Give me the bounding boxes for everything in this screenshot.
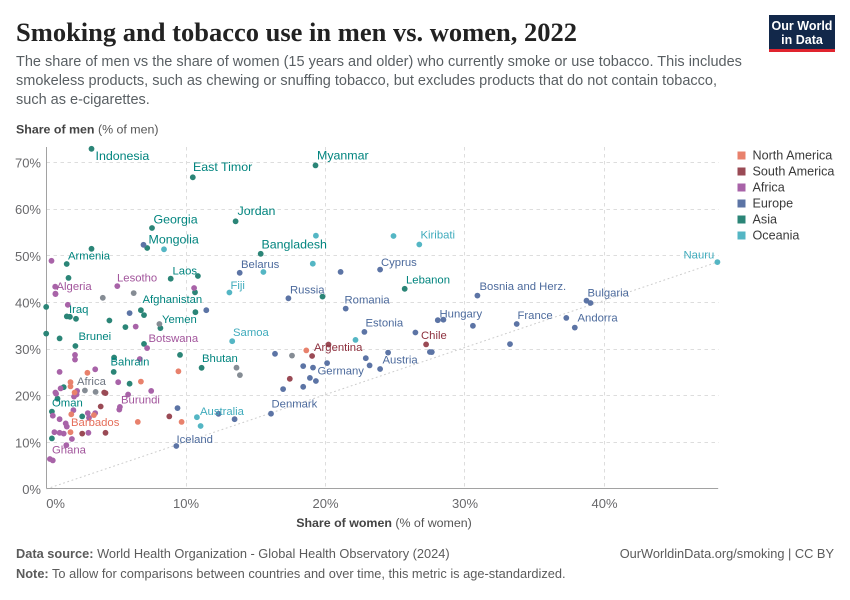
svg-text:Smoking and tobacco use in men: Smoking and tobacco use in men vs. women… xyxy=(16,17,577,47)
svg-text:Afghanistan: Afghanistan xyxy=(143,294,203,306)
svg-text:Armenia: Armenia xyxy=(68,251,111,263)
svg-text:such as e-cigarettes.: such as e-cigarettes. xyxy=(16,92,150,108)
svg-text:Estonia: Estonia xyxy=(366,318,404,330)
svg-text:Kiribati: Kiribati xyxy=(421,230,456,242)
svg-text:10%: 10% xyxy=(15,435,41,450)
svg-text:40%: 40% xyxy=(15,295,41,310)
svg-text:Samoa: Samoa xyxy=(233,327,270,339)
svg-text:Iraq: Iraq xyxy=(69,304,88,316)
svg-text:France: France xyxy=(518,310,553,322)
svg-text:10%: 10% xyxy=(173,496,199,511)
svg-text:The share of men vs the share: The share of men vs the share of women (… xyxy=(16,54,742,70)
svg-text:OurWorldinData.org/smoking | C: OurWorldinData.org/smoking | CC BY xyxy=(620,546,835,561)
svg-text:Cyprus: Cyprus xyxy=(381,257,417,269)
svg-text:40%: 40% xyxy=(591,496,617,511)
svg-text:Data source: World Health Orga: Data source: World Health Organization -… xyxy=(16,546,450,561)
svg-text:Germany: Germany xyxy=(318,366,365,378)
svg-text:Russia: Russia xyxy=(290,285,325,297)
svg-text:Brunei: Brunei xyxy=(79,331,112,343)
svg-text:Myanmar: Myanmar xyxy=(317,149,369,163)
svg-text:Andorra: Andorra xyxy=(578,313,619,325)
svg-text:in Data: in Data xyxy=(781,33,824,47)
svg-text:Africa: Africa xyxy=(753,181,785,195)
svg-text:Georgia: Georgia xyxy=(154,213,198,227)
svg-text:Lesotho: Lesotho xyxy=(117,273,157,285)
svg-text:Argentina: Argentina xyxy=(314,342,363,354)
svg-text:Oceania: Oceania xyxy=(753,229,800,243)
svg-text:Belarus: Belarus xyxy=(241,259,280,271)
svg-text:Romania: Romania xyxy=(345,295,391,307)
svg-text:South America: South America xyxy=(753,165,835,179)
svg-text:Nauru: Nauru xyxy=(684,250,715,262)
svg-text:20%: 20% xyxy=(312,496,338,511)
svg-text:Jordan: Jordan xyxy=(238,204,276,218)
svg-text:Our World: Our World xyxy=(772,19,833,33)
svg-text:Africa: Africa xyxy=(77,376,107,388)
svg-text:Bosnia and Herz.: Bosnia and Herz. xyxy=(480,281,567,293)
svg-text:Share of women (% of women): Share of women (% of women) xyxy=(296,516,472,530)
svg-text:60%: 60% xyxy=(15,202,41,217)
svg-text:Note: To allow for comparisons: Note: To allow for comparisons between c… xyxy=(16,566,566,581)
svg-text:20%: 20% xyxy=(15,389,41,404)
svg-text:Asia: Asia xyxy=(753,213,778,227)
svg-text:Austria: Austria xyxy=(383,355,419,367)
svg-text:East Timor: East Timor xyxy=(193,160,252,174)
svg-text:Bhutan: Bhutan xyxy=(202,353,238,365)
svg-text:Indonesia: Indonesia xyxy=(96,149,150,163)
svg-text:Bahrain: Bahrain xyxy=(111,357,150,369)
svg-text:Burundi: Burundi xyxy=(121,395,160,407)
svg-text:Mongolia: Mongolia xyxy=(149,233,199,247)
svg-text:Algeria: Algeria xyxy=(57,281,93,293)
svg-text:Lebanon: Lebanon xyxy=(406,275,450,287)
svg-text:Chile: Chile xyxy=(421,330,447,342)
svg-text:Australia: Australia xyxy=(200,406,245,418)
svg-text:Ghana: Ghana xyxy=(52,445,87,457)
svg-text:30%: 30% xyxy=(452,496,478,511)
svg-text:30%: 30% xyxy=(15,342,41,357)
svg-text:0%: 0% xyxy=(46,496,65,511)
svg-text:North America: North America xyxy=(753,149,833,163)
svg-text:Denmark: Denmark xyxy=(272,399,318,411)
svg-text:Iceland: Iceland xyxy=(177,434,213,446)
svg-text:Share of men (% of men): Share of men (% of men) xyxy=(16,123,159,137)
svg-text:Laos: Laos xyxy=(173,266,198,278)
svg-text:0%: 0% xyxy=(22,482,41,497)
svg-text:70%: 70% xyxy=(15,156,41,171)
svg-text:Barbados: Barbados xyxy=(71,417,120,429)
svg-text:Bulgaria: Bulgaria xyxy=(588,288,630,300)
svg-text:Yemen: Yemen xyxy=(162,314,197,326)
svg-text:Bangladesh: Bangladesh xyxy=(262,238,328,252)
svg-text:smokeless products, such as ch: smokeless products, such as chewing or s… xyxy=(16,73,717,89)
svg-text:Oman: Oman xyxy=(52,398,83,410)
svg-text:50%: 50% xyxy=(15,249,41,264)
svg-text:Europe: Europe xyxy=(753,197,794,211)
svg-text:Fiji: Fiji xyxy=(231,280,245,292)
svg-text:Botswana: Botswana xyxy=(149,333,199,345)
svg-text:Hungary: Hungary xyxy=(440,309,483,321)
